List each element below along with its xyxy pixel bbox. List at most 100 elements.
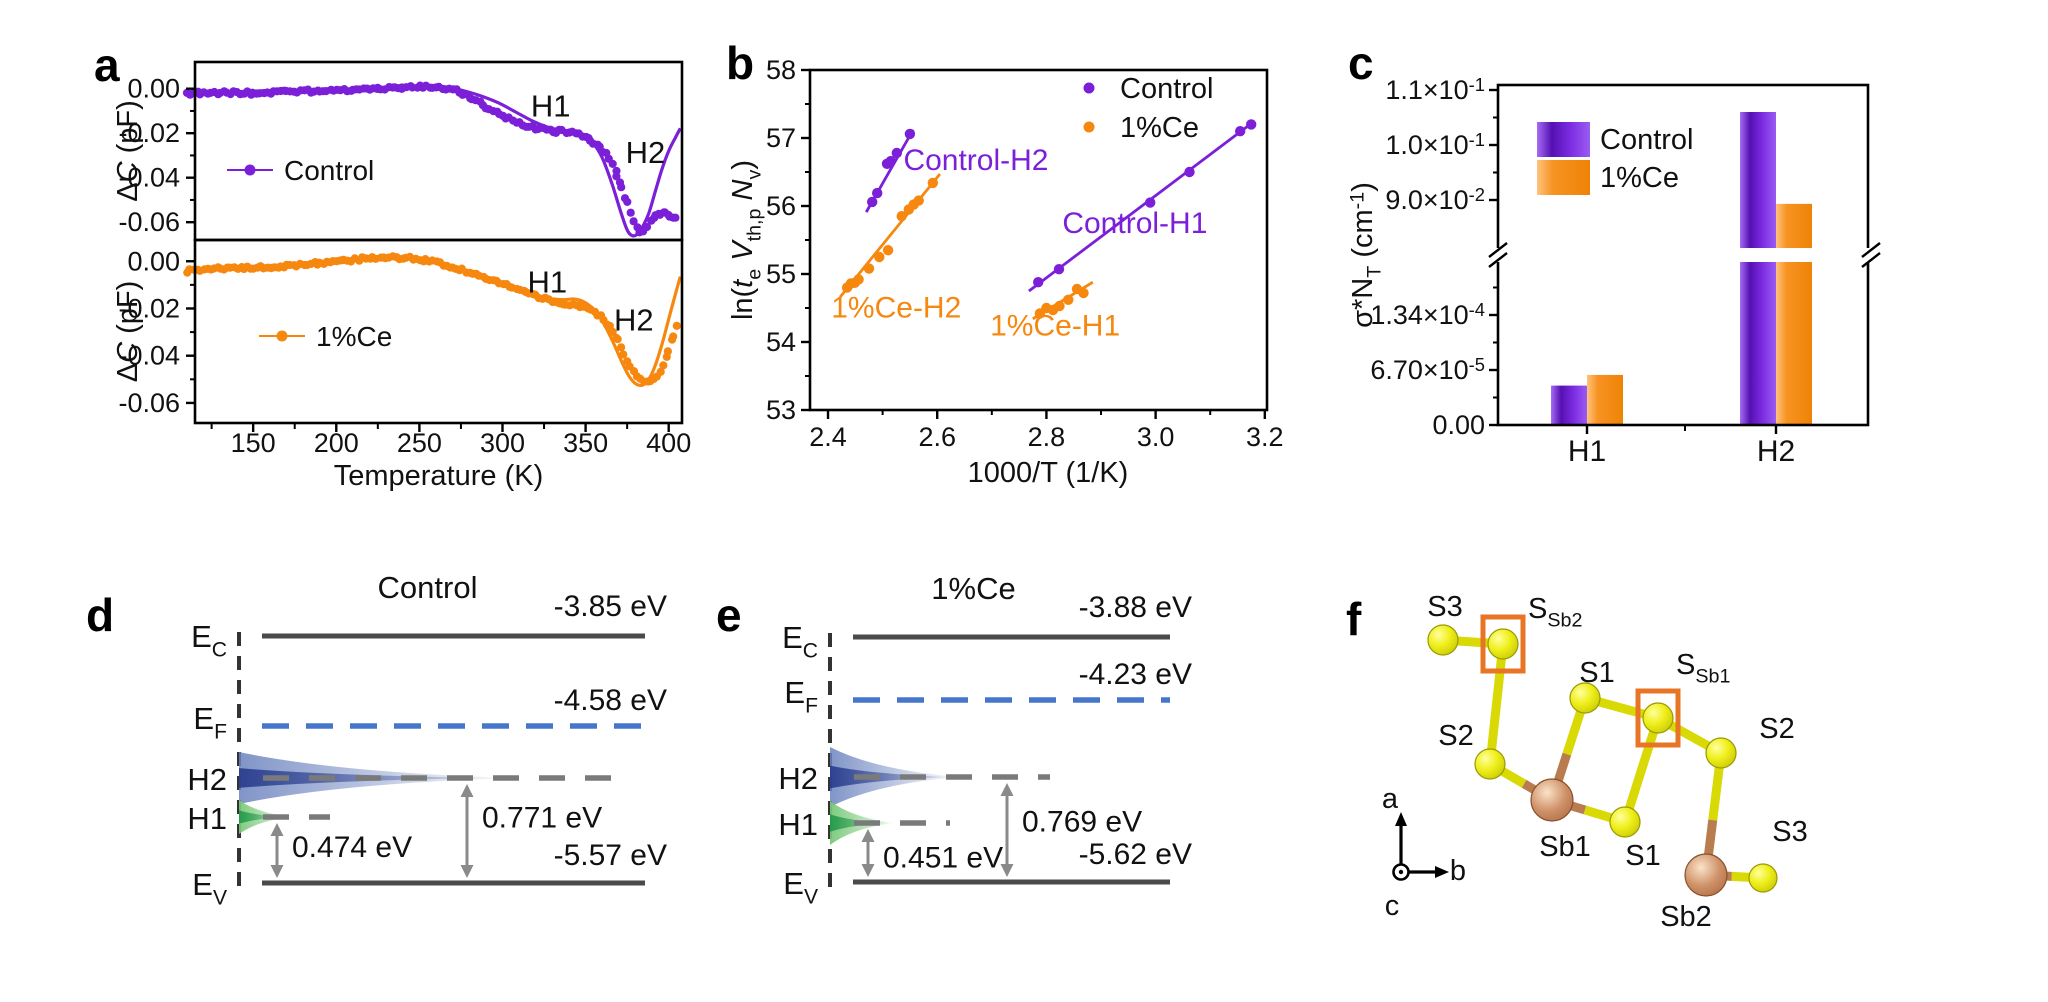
bar-Control-H1 xyxy=(1551,385,1587,425)
tick-label: 300 xyxy=(480,428,525,458)
series-label-Control-H1: Control-H1 xyxy=(1062,207,1207,240)
gap-label-h2: 0.769 eV xyxy=(1022,806,1142,839)
atom-S xyxy=(1427,624,1459,656)
diagram-title: Control xyxy=(378,570,478,605)
data-dot xyxy=(608,327,617,336)
tick-label: -0.04 xyxy=(118,163,180,193)
series-Control-H1: Control-H1 xyxy=(1028,119,1257,293)
axis-label-a: a xyxy=(1382,783,1399,815)
atom-S xyxy=(1705,737,1737,769)
legend-label: 1%Ce xyxy=(316,321,392,352)
data-point xyxy=(874,251,885,263)
break-mark xyxy=(1488,252,1508,268)
atom-S xyxy=(1487,628,1519,660)
data-dot xyxy=(629,217,638,226)
atom-S xyxy=(1569,682,1601,714)
substitution-highlight-box xyxy=(1635,688,1681,748)
tick-label: 53 xyxy=(766,395,796,425)
atom-label: Sb1 xyxy=(1539,831,1591,863)
tick-label: 9.0×10-2 xyxy=(1385,184,1485,215)
axis-label-b: b xyxy=(1450,855,1466,887)
atom-Sb xyxy=(1684,853,1728,897)
data-dot xyxy=(617,343,626,352)
data-point xyxy=(1235,126,1246,137)
data-point xyxy=(1033,277,1044,288)
tick-label: 2.4 xyxy=(809,422,847,452)
panel-b-chart: 53 54 55 56 57 58 2.4 2.6 2.8 3.0 3.2 1000/T (1/K) l… xyxy=(727,55,1284,489)
level-label-ef: EF xyxy=(784,675,818,717)
break-mark xyxy=(1861,252,1881,268)
series-label-1%Ce-H2: 1%Ce-H2 xyxy=(831,291,961,324)
gap-label-h1: 0.451 eV xyxy=(883,842,1003,875)
tick-label: 56 xyxy=(766,191,796,221)
axis-b-arrowhead xyxy=(1435,866,1449,878)
tick-label: 58 xyxy=(766,55,796,85)
substitution-highlight-box xyxy=(1480,614,1526,674)
arrowhead-up xyxy=(861,829,875,842)
data-dot xyxy=(659,361,668,370)
series-Control-H2: Control-H2 xyxy=(865,128,1049,213)
legend-swatch xyxy=(1537,160,1590,195)
dos-cone xyxy=(830,765,954,789)
series-label-1%Ce-H1: 1%Ce-H1 xyxy=(990,310,1120,343)
data-point xyxy=(904,128,916,140)
bond-s-s xyxy=(1485,643,1508,765)
data-point xyxy=(863,263,875,274)
energy-diagram-d: Control EC EF H2 H1 EV -3.85 eV -4.58 eV -5.57 e… xyxy=(187,570,667,909)
tick-label: 3.0 xyxy=(1137,422,1175,452)
level-label-ev: EV xyxy=(192,867,227,909)
axis-label-c: c xyxy=(1385,890,1400,922)
panel-a-subplot-1%Ce: 0.00 -0.02 -0.04 -0.06 ΔC (pF) H1 H2 1%Ce xyxy=(112,238,684,425)
tick-label: 3.2 xyxy=(1246,422,1284,452)
tick-label: 0.00 xyxy=(1432,410,1485,440)
1%Ce-data-points xyxy=(183,252,681,386)
data-point xyxy=(885,155,896,167)
data-point xyxy=(1184,166,1195,178)
legend-label: Control xyxy=(1120,73,1214,105)
level-label-ev: EV xyxy=(783,866,818,908)
tick-label: -0.02 xyxy=(118,293,180,323)
bond-s-s xyxy=(1620,716,1663,824)
arrowhead-up xyxy=(460,784,474,797)
tick-label: 1.1×10-1 xyxy=(1385,74,1485,105)
data-dot xyxy=(623,197,632,206)
legend-label: 1%Ce xyxy=(1600,162,1679,194)
atom-label: S1 xyxy=(1625,840,1660,872)
atom-S xyxy=(1642,702,1674,734)
level-label-h2: H2 xyxy=(778,761,818,796)
arrowhead-down xyxy=(270,865,284,878)
data-dot xyxy=(656,367,665,376)
atom-S xyxy=(1748,863,1778,893)
legend-label: Control xyxy=(284,155,374,186)
Control-data-points xyxy=(182,81,680,237)
data-dot xyxy=(613,335,622,344)
bar-Control-H2 xyxy=(1740,112,1776,425)
data-point xyxy=(891,147,902,159)
tick-label: 350 xyxy=(563,428,608,458)
ef-value: -4.58 eV xyxy=(554,684,667,717)
gap-label-h2: 0.771 eV xyxy=(482,802,602,835)
atom-S xyxy=(1609,806,1641,838)
data-dot xyxy=(608,159,617,168)
axis-break-band xyxy=(1490,248,1876,262)
tick-label: -0.06 xyxy=(118,207,180,237)
bar-1%Ce-H1 xyxy=(1587,374,1623,425)
x-axis-label: Temperature (K) xyxy=(334,460,544,492)
data-point xyxy=(853,274,864,285)
bar-1%Ce-H2 xyxy=(1776,203,1812,425)
tick-label: 0.00 xyxy=(127,246,180,276)
atom-label: S3 xyxy=(1772,816,1807,848)
y-axis-label: ln(te Vth,p Nv) xyxy=(727,160,766,320)
break-mark xyxy=(1488,242,1508,258)
tick-label: -0.04 xyxy=(118,341,180,371)
gap-label-h1: 0.474 eV xyxy=(292,831,412,864)
series-1%Ce-H1: 1%Ce-H1 xyxy=(990,280,1120,343)
tick-label: 57 xyxy=(766,123,796,153)
category-label: H1 xyxy=(1568,435,1606,468)
tick-label: 150 xyxy=(231,428,276,458)
atom-S xyxy=(1474,748,1506,780)
axis-a-arrowhead xyxy=(1395,812,1407,826)
atom-label: S1 xyxy=(1579,657,1614,689)
